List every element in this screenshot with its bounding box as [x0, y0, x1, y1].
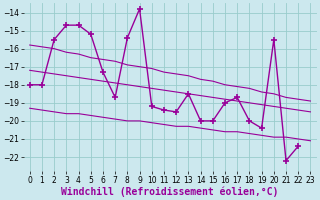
X-axis label: Windchill (Refroidissement éolien,°C): Windchill (Refroidissement éolien,°C): [61, 186, 279, 197]
